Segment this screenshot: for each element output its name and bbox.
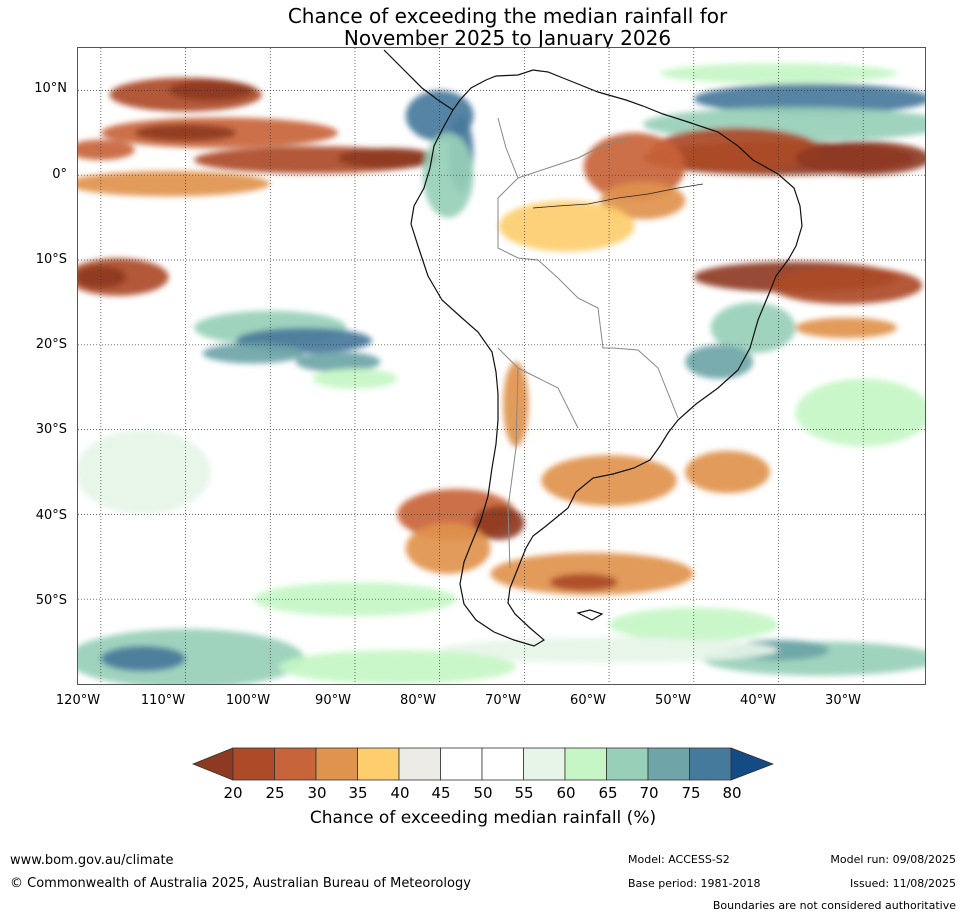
colorbar <box>191 747 775 783</box>
amazon-river <box>532 183 704 209</box>
lat-label-40s: 40°S <box>35 508 67 523</box>
colorbar-segment <box>481 747 524 781</box>
rainfall-probability-area <box>795 141 925 176</box>
rainfall-probability-area <box>422 132 474 218</box>
rainfall-probability-area <box>498 200 635 252</box>
footer-copyright: © Commonwealth of Australia 2025, Austra… <box>10 876 471 891</box>
colorbar-segment <box>398 747 441 781</box>
colorbar-tick-45: 45 <box>431 784 451 802</box>
colorbar-label: Chance of exceeding median rainfall (%) <box>309 808 657 828</box>
chart-title-line-1: Chance of exceeding the median rainfall … <box>287 4 728 28</box>
lon-label-80w: 80°W <box>400 693 436 708</box>
lon-label-100w: 100°W <box>225 693 271 708</box>
rainfall-probability-area <box>710 302 796 354</box>
rainfall-probability-area <box>693 83 925 115</box>
rainfall-probability-area <box>338 148 440 169</box>
lat-label-30s: 30°S <box>35 422 67 437</box>
rainfall-probability-area <box>685 344 754 379</box>
rainfall-probability-area <box>78 429 211 515</box>
colorbar-tick-70: 70 <box>639 784 659 802</box>
lon-label-30w: 30°W <box>825 693 861 708</box>
south-america-coastline <box>410 69 803 647</box>
colorbar-tick-65: 65 <box>598 784 618 802</box>
colorbar-tick-40: 40 <box>390 784 410 802</box>
colorbar-segment <box>689 747 732 781</box>
colorbar-tick-55: 55 <box>514 784 534 802</box>
lon-label-60w: 60°W <box>570 693 606 708</box>
footer-issued: Issued: 11/08/2025 <box>849 877 956 890</box>
colorbar-segment <box>647 747 690 781</box>
rainfall-probability-area <box>770 266 923 305</box>
rainfall-probability-area <box>261 412 364 481</box>
colorbar-tick-75: 75 <box>681 784 701 802</box>
colorbar-segment <box>357 747 400 781</box>
footer-model: Model: ACCESS-S2 <box>628 853 730 866</box>
rainfall-probability-area <box>202 343 305 364</box>
colorbar-segment <box>606 747 649 781</box>
colorbar-tick-30: 30 <box>307 784 327 802</box>
colorbar-segment <box>564 747 607 781</box>
falkland-islands <box>576 609 604 621</box>
colorbar-tick-50: 50 <box>473 784 493 802</box>
colorbar-segment <box>523 747 566 781</box>
colorbar-tick-60: 60 <box>556 784 576 802</box>
country-borders <box>497 117 679 569</box>
colorbar-extend-low <box>191 747 234 781</box>
footer-model-run: Model run: 09/08/2025 <box>830 853 956 866</box>
lon-label-50w: 50°W <box>655 693 691 708</box>
footer-base-period: Base period: 1981-2018 <box>628 877 761 890</box>
colorbar-tick-80: 80 <box>722 784 742 802</box>
rainfall-probability-area <box>78 266 127 288</box>
lat-label-0: 0° <box>52 167 67 182</box>
lon-label-40w: 40°W <box>740 693 776 708</box>
rainfall-probability-area <box>100 645 186 672</box>
rainfall-probability-area <box>78 139 135 160</box>
colorbar-segment <box>315 747 358 781</box>
rainfall-probability-area <box>439 637 779 663</box>
colorbar-tick-35: 35 <box>348 784 368 802</box>
footer-disclaimer: Boundaries are not considered authoritat… <box>712 899 956 912</box>
central-america-coastline <box>383 49 454 111</box>
rainfall-probability-area <box>659 63 898 84</box>
lat-label-50s: 50°S <box>35 593 67 608</box>
rainfall-map <box>77 47 926 685</box>
lat-label-10s: 10°S <box>35 252 67 267</box>
colorbar-segment <box>232 747 275 781</box>
chart-title-line-2: November 2025 to January 2026 <box>343 26 672 50</box>
rainfall-probability-area <box>795 378 925 447</box>
colorbar-segment <box>274 747 317 781</box>
colorbar-tick-20: 20 <box>223 784 243 802</box>
rainfall-probability-area <box>490 552 694 595</box>
rainfall-probability-area <box>295 351 381 372</box>
lon-label-110w: 110°W <box>140 693 186 708</box>
rainfall-probability-area <box>795 317 897 338</box>
rainfall-probability-area <box>278 650 516 684</box>
lat-label-20s: 20°S <box>35 337 67 352</box>
rainfall-probability-area <box>503 361 529 447</box>
lon-label-70w: 70°W <box>485 693 521 708</box>
rainfall-probability-area <box>549 573 618 591</box>
rainfall-probability-area <box>685 450 770 494</box>
footer-url: www.bom.gov.au/climate <box>10 853 174 868</box>
colorbar-segment <box>440 747 483 781</box>
rainfall-probability-area <box>78 171 271 197</box>
colorbar-tick-25: 25 <box>265 784 285 802</box>
lat-label-10n: 10°N <box>34 81 67 96</box>
lon-label-90w: 90°W <box>315 693 351 708</box>
colorbar-extend-high <box>730 747 775 781</box>
rainfall-probability-area <box>600 181 686 220</box>
rainfall-probability-area <box>405 522 491 574</box>
lon-label-120w: 120°W <box>55 693 101 708</box>
